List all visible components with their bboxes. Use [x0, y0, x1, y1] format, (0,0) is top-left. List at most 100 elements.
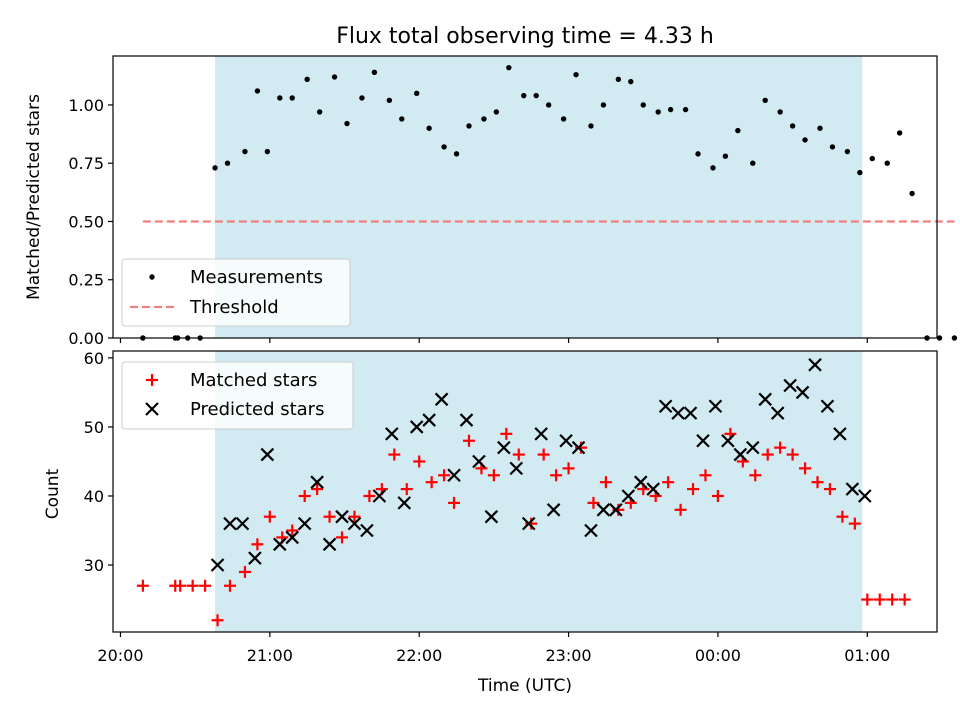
predicted-star-point — [783, 378, 797, 393]
matched-star-point — [587, 496, 600, 509]
matched-star-point — [861, 593, 874, 606]
matched-star-point — [211, 614, 224, 627]
matched-star-point — [537, 448, 550, 461]
predicted-star-point — [497, 440, 511, 455]
measurement-point — [344, 120, 350, 127]
measurement-point — [466, 123, 472, 129]
y-tick-label: 30 — [84, 556, 104, 575]
measurement-point — [264, 148, 271, 155]
measurement-point — [682, 106, 689, 113]
predicted-star-point — [285, 530, 300, 545]
matched-star-point — [448, 496, 461, 509]
matched-star-point — [336, 531, 349, 544]
measurement-point — [695, 151, 701, 157]
predicted-star-point — [509, 461, 524, 476]
bottom-panel-y-ticks: 30 40 50 60 — [84, 349, 113, 575]
measurement-point — [615, 76, 622, 83]
predicted-star-point — [746, 440, 760, 455]
measurement-point — [884, 160, 890, 166]
y-tick-label: 40 — [84, 487, 104, 506]
matched-star-point — [348, 510, 361, 523]
matched-star-point — [400, 483, 413, 496]
predicted-star-point — [546, 503, 561, 517]
measurement-point — [869, 155, 875, 162]
predicted-star-point — [596, 503, 611, 517]
matched-star-point — [811, 476, 824, 489]
matched-star-point — [711, 489, 724, 502]
x-tick-label: 01:00 — [844, 646, 890, 665]
measurement-point — [224, 160, 231, 166]
predicted-star-point — [372, 489, 387, 503]
predicted-star-point — [534, 427, 548, 441]
top-panel-x-ticks — [119, 338, 868, 343]
top-panel-marks — [140, 64, 958, 341]
predicted-star-point — [223, 516, 237, 531]
matched-star-point — [438, 469, 451, 482]
predicted-star-point — [273, 537, 287, 552]
matched-star-point — [323, 510, 336, 523]
top-panel-ratio: 0.00 0.25 0.50 0.75 1.00 Matched/Predicted s… — [24, 55, 958, 348]
predicted-star-point — [696, 433, 710, 448]
predicted-star-point — [808, 358, 822, 372]
measurement-point — [414, 90, 420, 96]
measurement-point — [722, 153, 729, 159]
top-panel-y-ticks: 0.00 0.25 0.50 0.75 1.00 — [68, 96, 113, 348]
top-panel-frame — [112, 55, 938, 339]
measurement-point — [896, 130, 903, 136]
y-tick-label: 0.75 — [68, 154, 104, 173]
measurement-point — [710, 165, 716, 171]
matched-star-point — [251, 538, 264, 551]
predicted-star-point — [385, 427, 399, 441]
predicted-star-point — [322, 537, 337, 552]
measurement-point — [371, 69, 378, 76]
measurement-point — [386, 97, 393, 103]
predicted-star-point — [770, 406, 785, 420]
measurement-point — [277, 95, 283, 101]
measurement-point — [289, 95, 295, 101]
x-tick-label: 22:00 — [396, 646, 442, 665]
matched-star-point — [388, 448, 401, 461]
predicted-star-point — [584, 523, 598, 538]
predicted-star-point — [658, 399, 673, 414]
matched-star-point — [487, 469, 500, 482]
measurement-point — [829, 144, 836, 150]
predicted-star-point — [683, 406, 698, 420]
y-tick-label: 1.00 — [68, 96, 104, 115]
measurement-point — [667, 106, 674, 113]
measurement-point — [545, 102, 552, 108]
predicted-star-point — [758, 392, 773, 407]
chart-title: Flux total observing time = 4.33 h — [336, 24, 714, 49]
matched-star-point — [199, 579, 212, 592]
measurement-point — [600, 102, 607, 108]
predicted-star-point — [260, 447, 275, 462]
legend-predicted-label: Predicted stars — [190, 399, 324, 420]
predicted-star-point — [472, 454, 486, 469]
matched-star-point — [286, 524, 299, 537]
matched-star-point — [413, 455, 426, 468]
measurement-point — [493, 109, 500, 115]
matched-star-point — [174, 579, 187, 592]
predicted-star-point — [409, 420, 424, 434]
y-tick-label: 0.25 — [68, 271, 104, 290]
matched-star-point — [363, 489, 376, 502]
matched-star-point — [749, 469, 762, 482]
matched-star-point — [786, 448, 799, 461]
measurement-point — [789, 123, 796, 129]
predicted-star-point — [459, 413, 474, 427]
measurement-point — [426, 125, 432, 131]
measurement-point — [750, 160, 756, 166]
bottom-legend: Matched stars Predicted stars — [121, 361, 354, 430]
legend-threshold-label: Threshold — [189, 297, 279, 318]
matched-star-point — [186, 579, 199, 592]
predicted-star-point — [733, 447, 748, 462]
measurement-point — [857, 169, 863, 176]
matched-star-point — [699, 469, 712, 482]
matched-star-point — [836, 510, 849, 523]
measurement-point — [909, 190, 915, 197]
measurement-point — [521, 92, 527, 99]
predicted-star-point — [484, 509, 499, 524]
measurement-point — [506, 64, 512, 71]
predicted-star-point — [235, 516, 250, 531]
